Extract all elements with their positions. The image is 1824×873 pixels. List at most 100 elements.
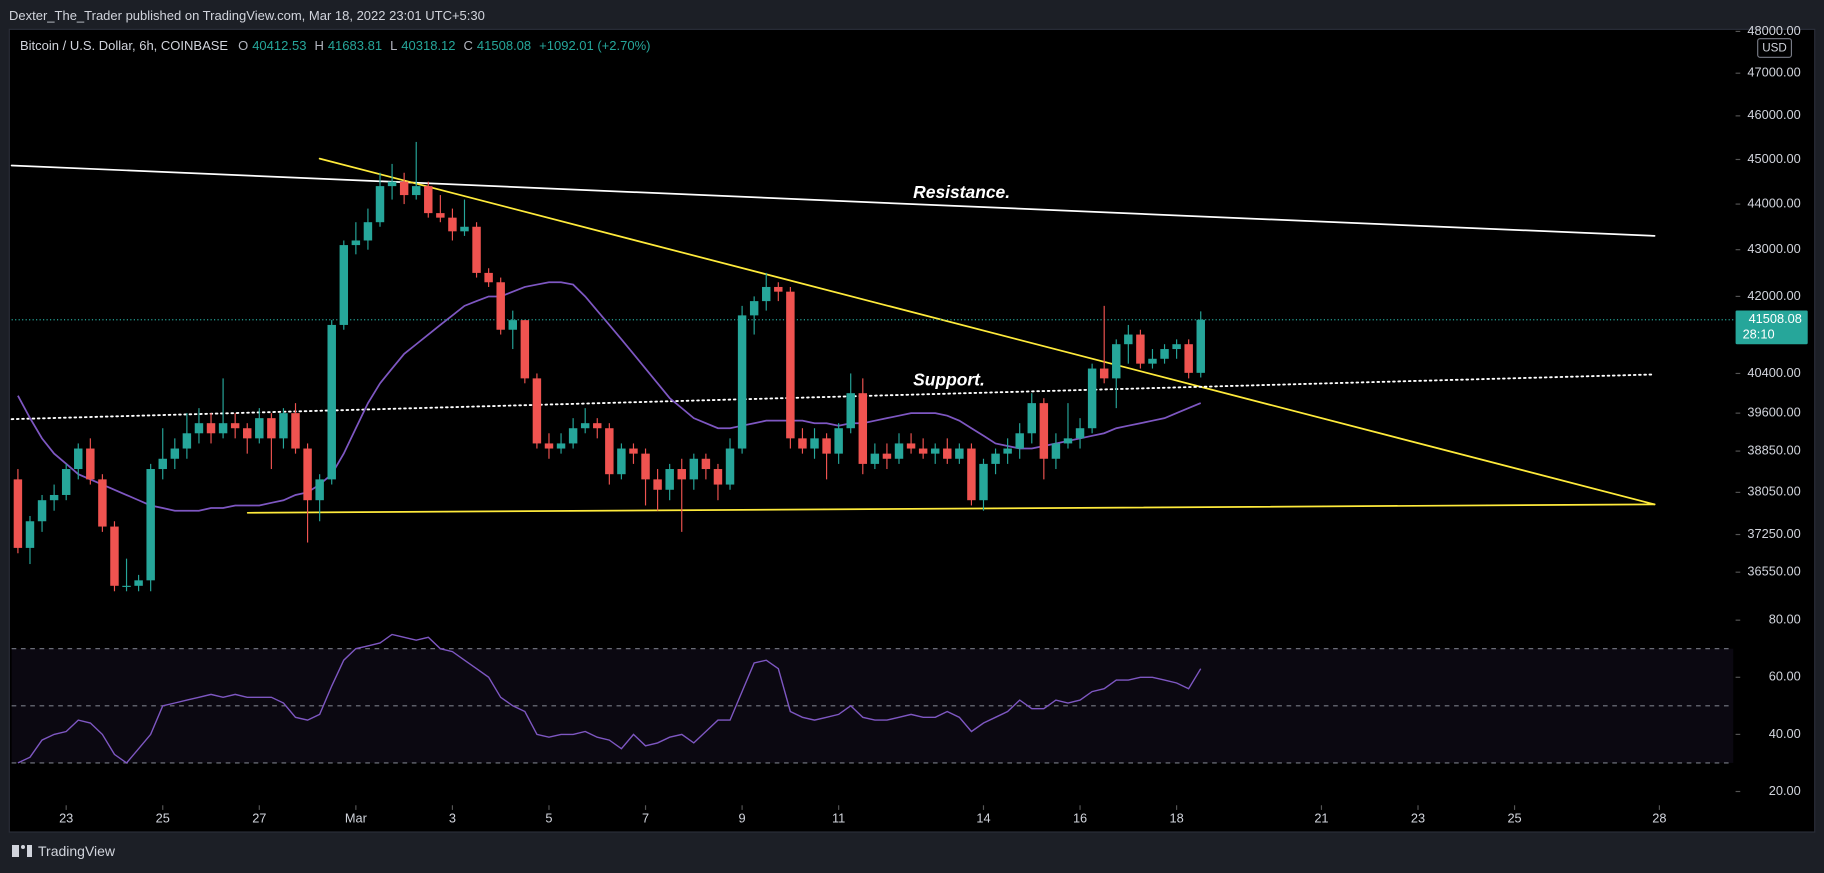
candle-body — [532, 378, 542, 444]
x-tick-label: 18 — [1169, 811, 1183, 826]
x-tick-label: 27 — [252, 811, 266, 826]
candle-body — [1124, 334, 1133, 345]
candle-body — [798, 438, 807, 449]
rsi-tick-label: 80.00 — [1769, 612, 1801, 627]
candle-body — [689, 458, 699, 480]
candle-body — [677, 469, 686, 480]
ohlc-value: 40412.53 — [252, 38, 307, 53]
candle-body — [1003, 448, 1012, 454]
currency-box — [1757, 38, 1793, 58]
candle-body — [810, 438, 819, 449]
candle-body — [737, 315, 747, 449]
candle-body — [858, 393, 868, 464]
x-tick-label: 14 — [976, 811, 990, 826]
candle-body — [834, 428, 843, 454]
trendline — [10, 373, 1656, 421]
candle-body — [1075, 428, 1085, 439]
candle-body — [906, 443, 916, 449]
candle-body — [870, 453, 880, 464]
x-tick-label: 23 — [1411, 811, 1425, 826]
candle-body — [37, 500, 47, 522]
candle-body — [351, 240, 361, 246]
publisher: Dexter_The_Trader published on TradingVi… — [9, 8, 485, 23]
candle-body — [291, 413, 300, 449]
candle-body — [363, 222, 373, 241]
moving-average — [17, 281, 1202, 512]
candle-body — [460, 226, 469, 232]
ohlc-label: C — [463, 38, 473, 53]
candle-body — [882, 453, 892, 459]
candle-body — [411, 186, 421, 196]
candle-body — [605, 428, 614, 475]
candle-body — [206, 423, 216, 434]
candle-body — [496, 282, 505, 330]
x-tick-label: 25 — [1507, 811, 1521, 826]
candle-body — [424, 186, 433, 214]
candle-body — [556, 443, 566, 449]
candle-body — [955, 448, 964, 459]
trendline — [318, 157, 1656, 506]
candle-body — [158, 458, 167, 470]
candle-body — [448, 217, 457, 232]
candle-body — [930, 448, 940, 454]
candle-body — [98, 479, 107, 527]
y-tick-label: 43000.00 — [1747, 241, 1800, 256]
candle-body — [1136, 334, 1145, 364]
candle-body — [74, 448, 83, 470]
candle-body — [593, 423, 602, 429]
x-tick-label: 16 — [1073, 811, 1087, 826]
candle-body — [894, 443, 904, 459]
candle-body — [1184, 344, 1193, 373]
candle-body — [1027, 403, 1036, 434]
candle-body — [375, 186, 385, 223]
candle-body — [170, 448, 180, 459]
rsi-tick-label: 20.00 — [1769, 783, 1801, 798]
candle-body — [846, 393, 855, 429]
brand-logo — [12, 845, 32, 857]
price-badge — [1735, 310, 1808, 345]
trendline — [246, 503, 1656, 514]
trendline — [10, 164, 1656, 237]
x-tick-label: 23 — [59, 811, 73, 826]
candle-body — [918, 448, 928, 454]
candle-body — [544, 443, 554, 449]
y-tick-label: 39600.00 — [1747, 405, 1800, 420]
price-badge-value: 41508.08 — [1749, 311, 1802, 326]
y-tick-label: 40400.00 — [1747, 365, 1800, 380]
candle-body — [568, 428, 578, 444]
y-tick-label: 38850.00 — [1747, 442, 1800, 457]
x-tick-label: 21 — [1314, 811, 1328, 826]
x-tick-label: 3 — [449, 811, 456, 826]
rsi-tick-label: 60.00 — [1769, 669, 1801, 684]
candle-body — [508, 320, 517, 330]
candle-body — [822, 438, 831, 454]
candle-body — [315, 479, 324, 501]
candle-body — [749, 301, 759, 316]
candle-body — [303, 448, 312, 501]
y-tick-label: 48000.00 — [1747, 23, 1800, 38]
candle-body — [1063, 438, 1073, 444]
candle-body — [1099, 368, 1109, 379]
ohlc-label: L — [390, 38, 398, 53]
y-tick-label: 36550.00 — [1747, 564, 1800, 579]
candle-body — [629, 448, 638, 454]
candle-body — [653, 479, 662, 490]
currency: USD — [1762, 42, 1787, 55]
candle-body — [327, 324, 336, 480]
candle-body — [230, 423, 240, 429]
x-tick-label: 9 — [739, 811, 746, 826]
chart-frame — [8, 28, 1816, 833]
candle-body — [1196, 319, 1205, 373]
candle-body — [943, 448, 952, 459]
candle-body — [665, 469, 674, 490]
candle-body — [774, 286, 783, 292]
candle-body — [267, 418, 276, 439]
candle-body — [1015, 433, 1024, 449]
brand: TradingView — [12, 843, 115, 859]
candle-body — [1039, 403, 1049, 459]
candle-body — [1051, 443, 1061, 459]
candle-body — [1172, 344, 1181, 350]
candle-body — [1087, 368, 1097, 429]
candle-body — [641, 453, 650, 480]
